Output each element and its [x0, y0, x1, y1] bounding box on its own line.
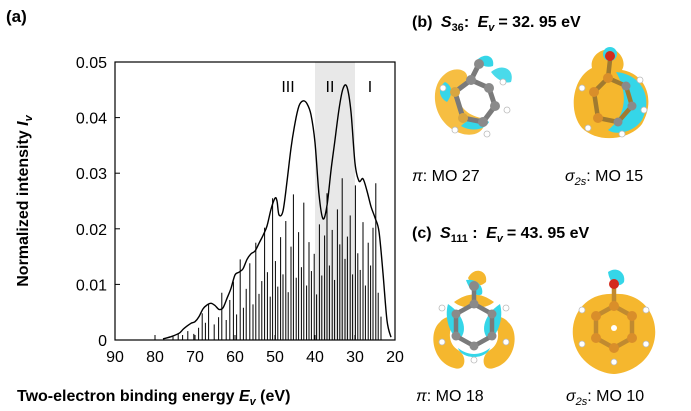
panel-a-label: (a)	[6, 7, 27, 26]
stick-spectrum	[172, 178, 382, 340]
y-axis-label: Normalized intensity Iv	[15, 114, 35, 286]
x-tick-label: 70	[186, 349, 204, 366]
x-axis-label: Two-electron binding energy Ev (eV)	[17, 388, 290, 408]
y-tick-label: 0	[98, 333, 107, 350]
x-tick-label: 50	[266, 349, 284, 366]
y-tick-label: 0.03	[76, 166, 107, 183]
orbital-image-mo10	[572, 269, 656, 374]
panel-b-title: (b) S36: Ev = 32. 95 eV	[412, 14, 581, 34]
x-tick-label: 80	[146, 349, 164, 366]
x-tick-label: 40	[306, 349, 324, 366]
y-tick-label: 0.04	[76, 111, 107, 128]
x-tick-label: 60	[226, 349, 244, 366]
caption-mo15: σ2s: MO 15	[565, 168, 643, 188]
x-tick-label: 30	[346, 349, 364, 366]
region-label-i: I	[368, 79, 372, 96]
orbital-image-mo18	[433, 270, 515, 369]
y-tick-label: 0.05	[76, 55, 107, 72]
orbital-image-mo27	[434, 55, 512, 138]
x-tick-label: 90	[106, 349, 124, 366]
axis-ticks: 90 80 70 60 50 40 30 20 0 0.01 0.02 0.03 0.04 0.05	[76, 55, 404, 366]
caption-mo18: π: MO 18	[416, 388, 484, 405]
orbital-image-mo15	[573, 47, 649, 139]
y-tick-label: 0.01	[76, 277, 107, 294]
region-label-iii: III	[281, 79, 294, 96]
caption-mo10: σ2s: MO 10	[566, 388, 644, 408]
panel-c-title: (c) S111 : Ev = 43. 95 eV	[412, 225, 589, 245]
caption-mo27: π: MO 27	[412, 168, 480, 185]
envelope-curve	[162, 84, 392, 340]
plot-frame	[114, 61, 396, 341]
x-tick-label: 20	[386, 349, 404, 366]
y-tick-label: 0.02	[76, 222, 107, 239]
region-label-ii: II	[326, 79, 335, 96]
